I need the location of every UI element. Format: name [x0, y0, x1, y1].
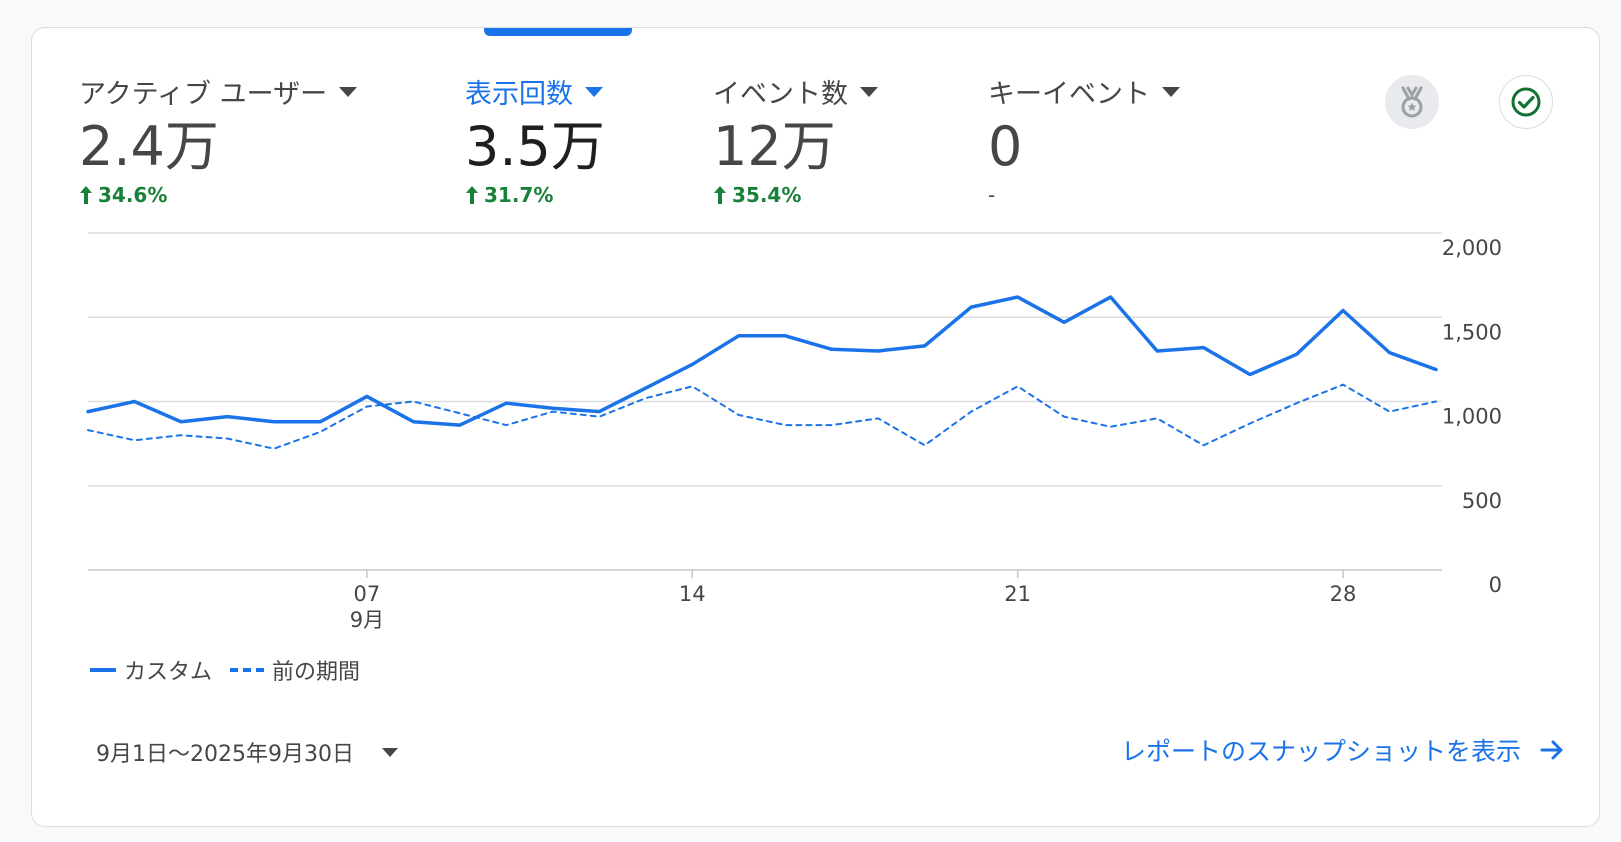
series-line-custom: [86, 295, 1438, 427]
check-circle-icon: [1511, 87, 1541, 117]
chart-legend: カスタム 前の期間: [90, 654, 368, 686]
metric-label-row[interactable]: キーイベント: [988, 72, 1180, 111]
arrow-right-icon: [1540, 740, 1563, 760]
metric-change: -: [988, 183, 1180, 207]
metric-change: 35.4%: [713, 183, 878, 207]
metric-change-value: 31.7%: [484, 183, 554, 207]
caret-down-icon[interactable]: [1162, 86, 1180, 97]
metric-value: 2.4万: [79, 115, 219, 178]
y-tick-label: 2,000: [1442, 236, 1502, 260]
legend-label: 前の期間: [272, 660, 361, 685]
metric-active-users[interactable]: アクティブ ユーザー 2.4万 34.6%: [79, 72, 358, 207]
x-tick-label: 21: [1004, 582, 1031, 606]
metric-value: 0: [988, 115, 1023, 178]
date-range-selector[interactable]: 9月1日～2025年9月30日: [96, 736, 398, 768]
y-tick-label: 1,500: [1442, 320, 1502, 344]
date-range-label: 9月1日～2025年9月30日: [96, 742, 354, 767]
legend-item-custom: カスタム: [90, 654, 212, 686]
metric-event-count[interactable]: イベント数 12万 35.4%: [713, 72, 878, 207]
x-tick-label: 14: [679, 582, 706, 606]
metric-label: キーイベント: [988, 79, 1150, 110]
metric-change-value: -: [988, 183, 996, 207]
view-snapshot-link[interactable]: レポートのスナップショットを表示: [1121, 732, 1565, 768]
metric-label-row[interactable]: イベント数: [713, 72, 878, 111]
metric-label: イベント数: [713, 79, 848, 110]
metric-key-events[interactable]: キーイベント 0 -: [988, 72, 1180, 207]
medal-icon: [1401, 86, 1423, 118]
y-tick-label: 0: [1489, 573, 1502, 597]
metric-value: 12万: [713, 115, 836, 178]
metric-change-value: 34.6%: [98, 183, 168, 207]
legend-item-previous: 前の期間: [230, 654, 360, 686]
metric-label-row[interactable]: 表示回数: [465, 72, 605, 111]
arrow-up-icon: [466, 186, 478, 204]
snapshot-link-label: レポートのスナップショットを表示: [1120, 737, 1521, 766]
metric-change: 31.7%: [465, 183, 605, 207]
caret-down-icon[interactable]: [860, 86, 878, 97]
metric-label-row[interactable]: アクティブ ユーザー: [79, 72, 358, 111]
report-card: アクティブ ユーザー 2.4万 34.6% 表示回数 3.5万 31.7% イベ…: [31, 27, 1600, 827]
metric-value: 3.5万: [465, 115, 605, 178]
metric-label: 表示回数: [465, 79, 573, 110]
legend-label: カスタム: [124, 660, 213, 685]
y-tick-label: 1,000: [1442, 405, 1502, 429]
arrow-up-icon: [714, 186, 726, 204]
x-tick-label: 07: [354, 582, 381, 606]
y-tick-label: 500: [1462, 489, 1502, 513]
status-button[interactable]: [1499, 75, 1553, 129]
legend-swatch-dashed: [230, 668, 265, 672]
arrow-up-icon: [80, 186, 92, 204]
metric-label: アクティブ ユーザー: [79, 79, 328, 110]
caret-down-icon[interactable]: [585, 86, 603, 97]
legend-swatch-solid: [90, 668, 116, 672]
metric-change-value: 35.4%: [732, 183, 802, 207]
metric-views[interactable]: 表示回数 3.5万 31.7%: [465, 72, 605, 207]
metric-change: 34.6%: [79, 183, 357, 207]
medal-button[interactable]: [1385, 75, 1439, 129]
x-tick-label: 28: [1330, 582, 1357, 606]
caret-down-icon[interactable]: [381, 747, 398, 757]
active-tab-indicator: [484, 28, 632, 36]
caret-down-icon[interactable]: [339, 86, 358, 97]
series-line-previous: [87, 383, 1437, 450]
x-tick-sublabel: 9月: [350, 608, 384, 632]
